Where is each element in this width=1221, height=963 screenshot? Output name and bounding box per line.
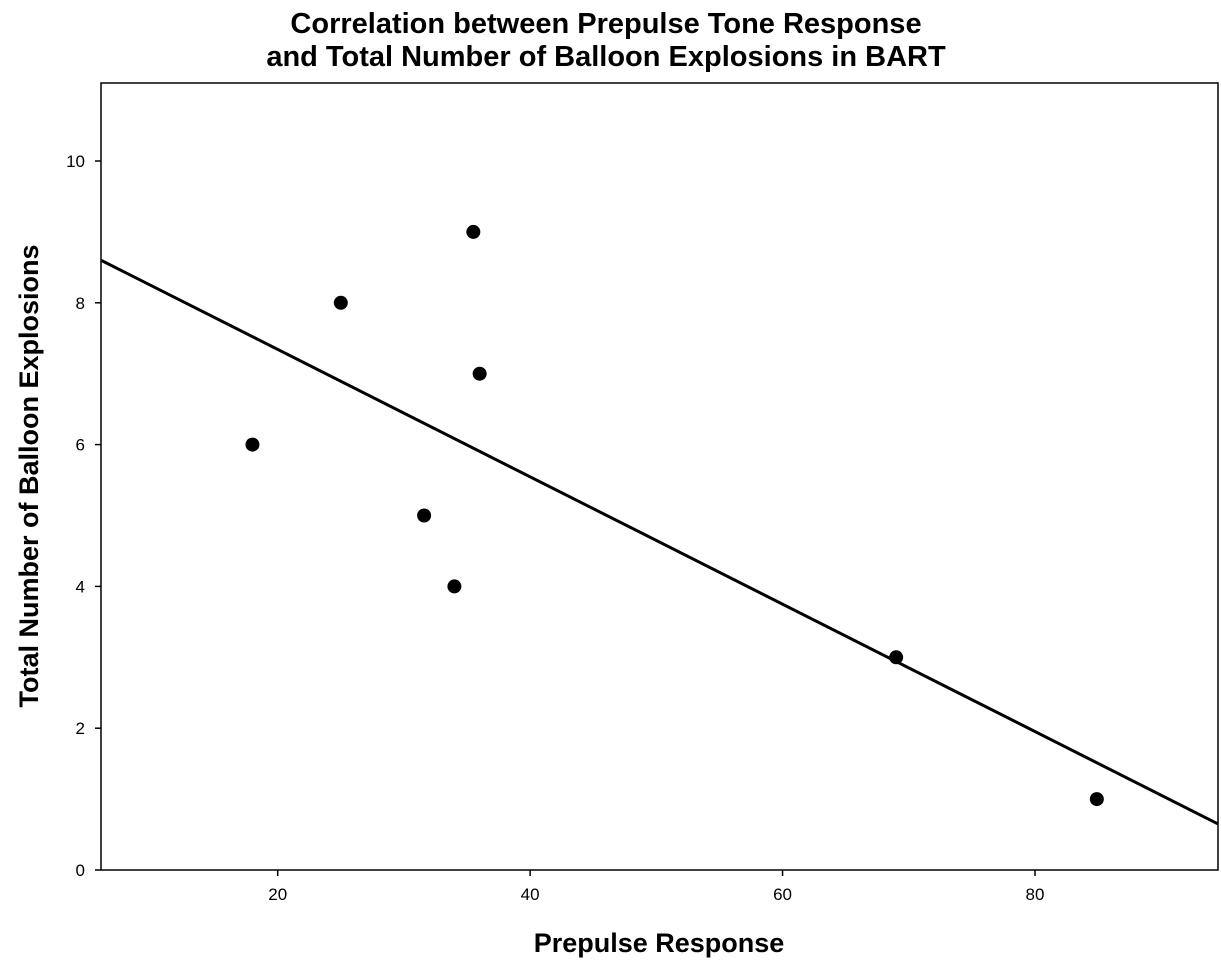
x-axis: 20 40 60 80 <box>268 870 1044 904</box>
regression-fit-line <box>100 258 1219 826</box>
data-point-2 <box>333 295 348 310</box>
y-tick-label: 0 <box>76 861 85 880</box>
y-axis-label: Total Number of Balloon Explosions <box>14 244 44 707</box>
data-point-6 <box>472 366 487 381</box>
y-tick-label: 2 <box>76 719 85 738</box>
data-point-8 <box>1089 792 1104 807</box>
y-tick-label: 6 <box>76 436 85 455</box>
plot-area-frame <box>100 82 1219 871</box>
data-point-4 <box>447 579 462 594</box>
chart-title-line-2: and Total Number of Balloon Explosions i… <box>266 41 946 73</box>
y-tick-label: 8 <box>76 294 85 313</box>
data-points <box>245 224 1104 807</box>
x-tick-label: 80 <box>1026 885 1045 904</box>
data-point-1 <box>245 437 260 452</box>
chart-title-line-1: Correlation between Prepulse Tone Respon… <box>290 8 921 40</box>
x-axis-label: Prepulse Response <box>534 928 785 958</box>
y-tick-label: 4 <box>76 577 85 596</box>
x-tick-label: 60 <box>773 885 792 904</box>
data-point-3 <box>417 508 432 523</box>
y-axis: 0 2 4 6 8 10 <box>66 152 101 880</box>
data-point-5 <box>466 224 481 239</box>
data-point-7 <box>889 650 904 665</box>
y-tick-label: 10 <box>66 152 85 171</box>
x-tick-label: 40 <box>521 885 540 904</box>
x-tick-label: 20 <box>268 885 287 904</box>
